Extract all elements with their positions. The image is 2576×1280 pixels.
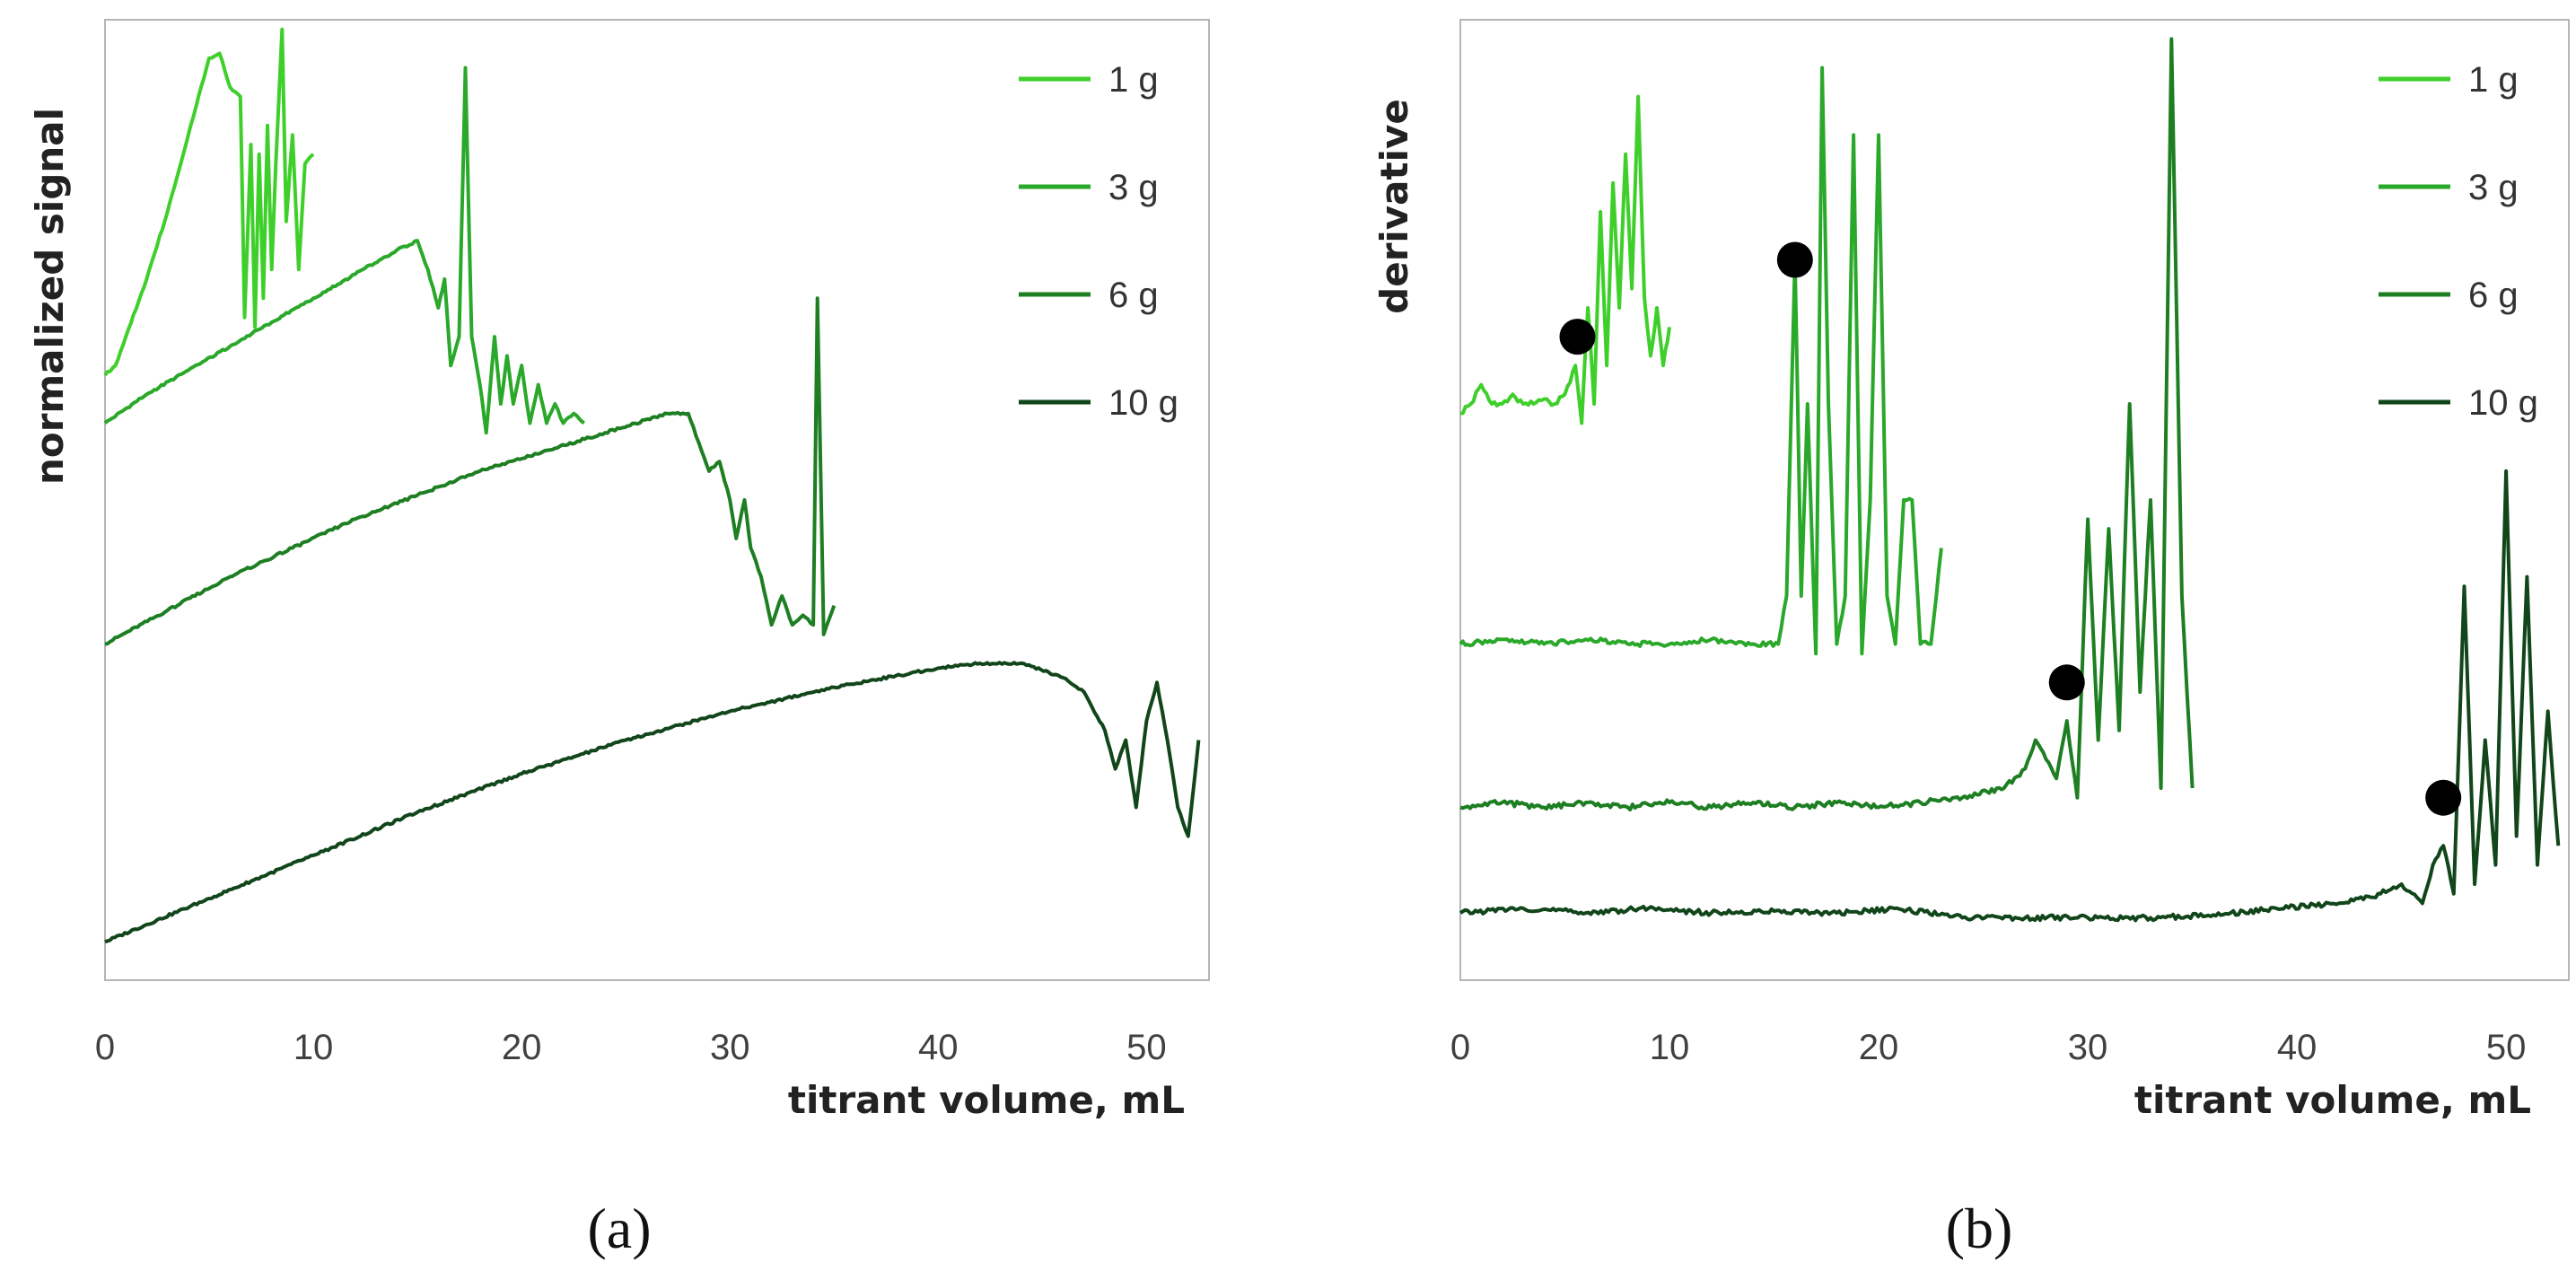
series-line-b-10g [1459,469,2561,923]
series-line-b-3g [1459,66,1943,656]
x-tick-label-20: 20 [502,1028,542,1067]
x-tick-label-20: 20 [1859,1028,1899,1067]
x-axis-label-a: titrant volume, mL [788,1078,1185,1122]
legend-b: 1 g 3 g 6 g 10 g [2379,60,2538,423]
series-group-b [1459,37,2561,923]
endpoint-marker-2 [2048,664,2085,701]
x-tick-label-0: 0 [1450,1028,1470,1067]
plot-area-a [104,19,1210,981]
x-tick-label-50: 50 [1126,1028,1167,1067]
chart-panel-b: 0 10 20 30 40 50 1 g 3 g 6 g 10 g derivative tit… [1372,19,2570,1260]
chart-panel-a: 0 10 20 30 40 50 1 g 3 g 6 g 10 g normalized sig… [28,19,1210,1260]
y-axis-label-b: derivative [1372,99,1416,314]
legend-label-a-0: 1 g [1108,60,1159,100]
endpoint-marker-0 [1559,319,1596,355]
y-axis-label-a: normalized signal [28,108,72,485]
x-tick-label-30: 30 [710,1028,750,1067]
series-group-a [103,27,1201,944]
x-tick-label-10: 10 [1650,1028,1690,1067]
x-tick-label-10: 10 [294,1028,334,1067]
plot-area-b [1459,19,2570,981]
x-axis-label-b: titrant volume, mL [2134,1078,2531,1122]
legend-a: 1 g 3 g 6 g 10 g [1019,60,1178,423]
series-line-a-3g [103,66,585,435]
series-line-a-1g [103,27,315,377]
x-tick-label-50: 50 [2486,1028,2527,1067]
x-tick-labels-b: 0 10 20 30 40 50 [1450,1028,2526,1067]
series-line-b-6g [1459,37,2195,811]
endpoint-marker-3 [2425,779,2462,816]
endpoint-markers-b [1559,241,2462,816]
x-tick-label-40: 40 [2277,1028,2318,1067]
legend-label-a-2: 6 g [1108,276,1159,315]
x-tick-label-0: 0 [95,1028,115,1067]
panel-label-b: (b) [1946,1197,2013,1260]
legend-label-b-0: 1 g [2468,60,2519,100]
x-tick-label-30: 30 [2068,1028,2108,1067]
series-line-a-10g [104,661,1201,944]
legend-label-b-3: 10 g [2468,383,2538,423]
series-line-a-6g [104,296,837,646]
x-tick-label-40: 40 [918,1028,959,1067]
legend-label-b-2: 6 g [2468,276,2519,315]
series-line-b-1g [1459,94,1671,425]
x-tick-labels-a: 0 10 20 30 40 50 [95,1028,1167,1067]
endpoint-marker-1 [1776,241,1813,278]
panel-label-a: (a) [587,1197,651,1260]
legend-label-b-1: 3 g [2468,168,2519,207]
legend-label-a-3: 10 g [1108,383,1178,423]
legend-label-a-1: 3 g [1108,168,1159,207]
